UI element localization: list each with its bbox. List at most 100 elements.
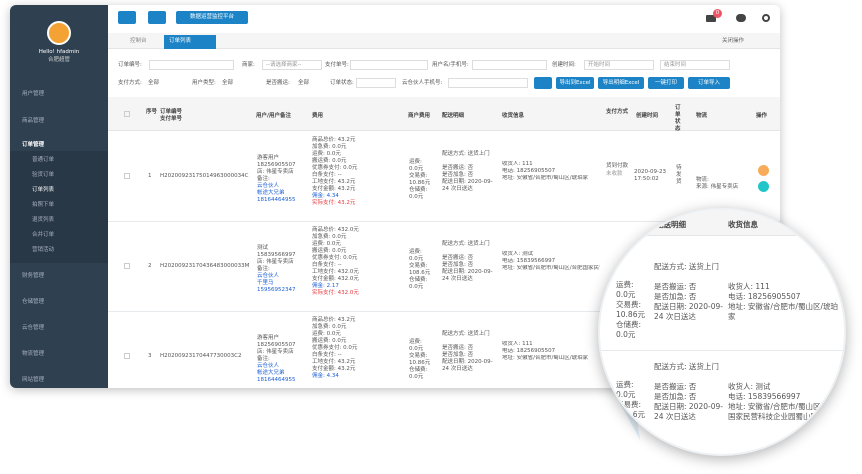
back-button[interactable]	[148, 11, 166, 24]
menu-item[interactable]: 订单管理	[22, 142, 45, 148]
receive-line: 收货人: 111	[502, 341, 533, 347]
commission: 佣金: 2.17	[312, 283, 339, 289]
user-line: 15839566997	[257, 252, 296, 258]
merchant-fee: 108.6元	[409, 270, 431, 276]
action-button[interactable]: 导出到Excel	[556, 77, 594, 89]
menu-item[interactable]: 财务管理	[22, 273, 45, 279]
tab-bar	[108, 33, 780, 49]
action-button-label: 导出到Excel	[559, 80, 591, 86]
action-button[interactable]: 一键打印	[648, 77, 684, 89]
actual-pay: 实际支付: 432.0元	[312, 290, 359, 296]
order-number: H20200923170436483000033M	[160, 263, 250, 269]
input[interactable]	[448, 78, 528, 88]
submenu-item[interactable]: 订单列表	[32, 187, 55, 193]
user-line: 游客用户	[257, 155, 280, 161]
row-checkbox[interactable]	[124, 263, 130, 269]
column-header: 物流	[696, 113, 708, 119]
merchant-fee: 0.0元	[409, 166, 424, 172]
tab[interactable]: 控制台	[130, 38, 147, 44]
edit-icon[interactable]	[758, 165, 769, 176]
submenu-item[interactable]: 普通订单	[32, 157, 55, 163]
avatar	[47, 21, 71, 45]
submenu-item[interactable]: 退货列表	[32, 217, 55, 223]
user-line: 店: 伟星专卖店	[257, 259, 294, 265]
menu-item[interactable]: 物流管理	[22, 351, 45, 357]
receive-line: 电话: 18256905507	[502, 348, 556, 354]
menu-item[interactable]: 网站管理	[22, 377, 45, 383]
mail-icon[interactable]	[706, 15, 716, 22]
mag-merchant-fee: 0.0元	[616, 330, 636, 339]
fee-line: 加急费: 0.0元	[312, 324, 347, 330]
select-value[interactable]: 全部	[148, 80, 160, 86]
column-header: 用户/用户备注	[256, 113, 292, 119]
delivery-line: 配送方式: 送货上门	[442, 331, 490, 337]
input[interactable]	[472, 60, 547, 70]
input[interactable]	[584, 60, 654, 70]
merchant-fee: 仓储费:	[409, 367, 428, 373]
partner-line: 云仓伙人	[257, 363, 280, 369]
table-header	[108, 97, 780, 131]
submenu-item[interactable]: 验货订单	[32, 172, 55, 178]
menu-item[interactable]: 商品管理	[22, 118, 45, 124]
view-icon[interactable]	[758, 181, 769, 192]
receive-line: 地址: 安徽省/合肥市/蜀山区/琥珀家	[502, 355, 589, 361]
select-value[interactable]: 全部	[298, 80, 310, 86]
merchant-fee: 仓储费:	[409, 187, 428, 193]
search-button[interactable]	[534, 77, 552, 89]
partner-line: 云仓伙人	[257, 183, 280, 189]
fee-line: 优惠券支付: 0.0元	[312, 165, 358, 171]
menu-item[interactable]: 云仓管理	[22, 325, 45, 331]
action-button[interactable]: 导出明细Excel	[598, 77, 644, 89]
input[interactable]	[149, 60, 234, 70]
action-button[interactable]: 订单导入	[688, 77, 730, 89]
mag-merchant-fee: 10.86元	[616, 310, 645, 319]
submenu-item[interactable]: 拍照下单	[32, 202, 55, 208]
merchant-fee: 0.0元	[409, 346, 424, 352]
merchant-fee: 仓储费:	[409, 277, 428, 283]
fee-line: 支付金额: 432.0元	[312, 276, 359, 282]
column-header: 商户费用	[408, 113, 431, 119]
menu-item[interactable]: 用户管理	[22, 91, 45, 97]
menu-item[interactable]: 仓储管理	[22, 299, 45, 305]
mag-receive-line: 电话: 15839566997	[728, 392, 801, 401]
mag-delivery-line: 配送方式: 送货上门	[654, 262, 719, 271]
platform-button[interactable]: 数据运营监控平台	[176, 11, 248, 24]
badge: 0	[713, 9, 722, 18]
close-tabs[interactable]: 关闭操作	[722, 38, 745, 44]
order-status: 待发货	[676, 165, 682, 185]
menu-toggle[interactable]	[118, 11, 136, 24]
column-header: 支付单号	[160, 116, 183, 122]
input[interactable]	[356, 78, 396, 88]
partner-line: 15956952347	[257, 287, 296, 293]
row-checkbox[interactable]	[124, 173, 130, 179]
receive-line: 收货人: 111	[502, 161, 533, 167]
fee-line: 工地支付: 43.2元	[312, 179, 356, 185]
mag-merchant-fee: 0.0元	[616, 290, 636, 299]
select-value[interactable]: 全部	[222, 80, 234, 86]
header-checkbox	[124, 111, 130, 117]
tab-active: 订单列表	[169, 38, 192, 44]
row-checkbox[interactable]	[124, 353, 130, 359]
delivery-line: 配送日期: 2020-09-24 次日送达	[442, 359, 493, 372]
settings-icon[interactable]	[762, 14, 770, 22]
submenu-item[interactable]: 合并订单	[32, 232, 55, 238]
cloud-icon[interactable]	[736, 14, 746, 22]
active-tab[interactable]: 订单列表	[164, 35, 216, 49]
mag-delivery-line: 配送日期: 2020-09-24 次日送达	[654, 402, 723, 421]
input[interactable]	[350, 60, 428, 70]
select[interactable]	[262, 60, 322, 70]
placeholder: --请选择商家--	[266, 62, 302, 68]
delivery-line: 是否搬运: 否	[442, 165, 474, 171]
badge-count: 0	[715, 10, 720, 16]
mag-receive-line: 电话: 18256905507	[728, 292, 801, 301]
input[interactable]	[660, 60, 730, 70]
merchant-fee: 运费:	[409, 159, 422, 165]
mag-column-header: 配送明细	[656, 220, 686, 229]
row-number: 2	[148, 263, 152, 269]
filter-label: 用户名/手机号:	[432, 62, 469, 68]
submenu-item[interactable]: 营销活动	[32, 247, 55, 253]
delivery-line: 是否搬运: 否	[442, 255, 474, 261]
mag-delivery-line: 配送方式: 送货上门	[654, 362, 719, 371]
magnifier: 配送明细 收货信息 运费: 0.0元 交易费: 10.86元 仓储费: 0.0元 配送方式: 送…	[598, 208, 846, 456]
